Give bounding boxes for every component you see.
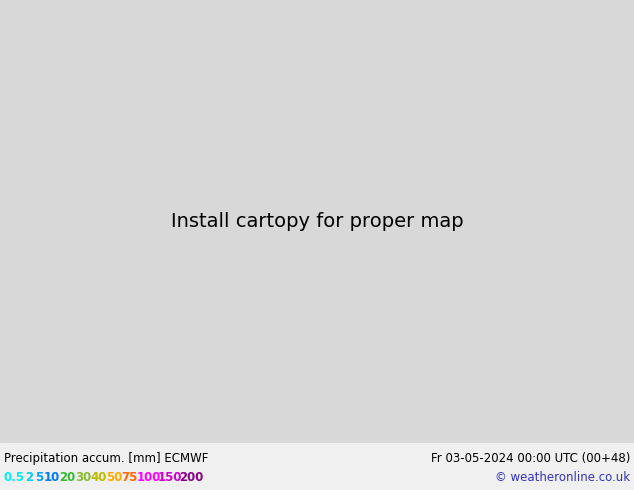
Text: 150: 150 [158,471,183,484]
Text: 75: 75 [121,471,138,484]
Text: 2: 2 [25,471,34,484]
Text: 0.5: 0.5 [4,471,25,484]
Text: Precipitation accum. [mm] ECMWF: Precipitation accum. [mm] ECMWF [4,452,209,465]
Text: 20: 20 [60,471,75,484]
Text: © weatheronline.co.uk: © weatheronline.co.uk [495,471,630,484]
Text: Fr 03-05-2024 00:00 UTC (00+48): Fr 03-05-2024 00:00 UTC (00+48) [430,452,630,465]
Text: 40: 40 [90,471,107,484]
Text: Install cartopy for proper map: Install cartopy for proper map [171,212,463,231]
Text: 100: 100 [136,471,161,484]
Text: 200: 200 [179,471,204,484]
Text: 30: 30 [75,471,91,484]
Text: 5: 5 [35,471,43,484]
Text: 10: 10 [44,471,60,484]
Text: 50: 50 [106,471,122,484]
